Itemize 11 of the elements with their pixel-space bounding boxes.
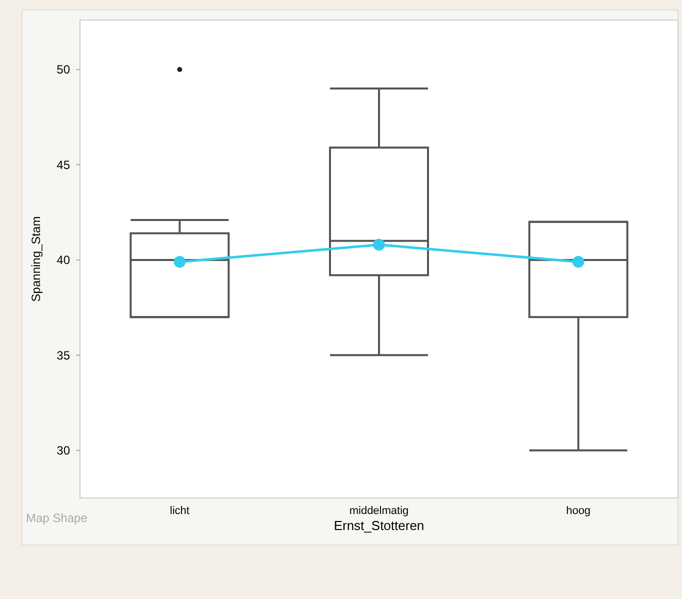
y-tick-label: 40 (56, 253, 70, 268)
x-tick-label: hoog (566, 505, 591, 517)
text: Map Shape (26, 511, 88, 525)
x-tick-label: middelmatig (349, 505, 409, 517)
x-axis-title: Ernst_Stotteren (334, 518, 424, 533)
y-axis-title: Spanning_Stam (29, 216, 43, 302)
x-tick-label: licht (170, 505, 190, 517)
y-tick-label: 35 (56, 348, 70, 362)
y-tick-label: 45 (56, 158, 70, 172)
y-tick-label: 50 (56, 62, 70, 77)
y-tick-label: 30 (56, 444, 70, 458)
